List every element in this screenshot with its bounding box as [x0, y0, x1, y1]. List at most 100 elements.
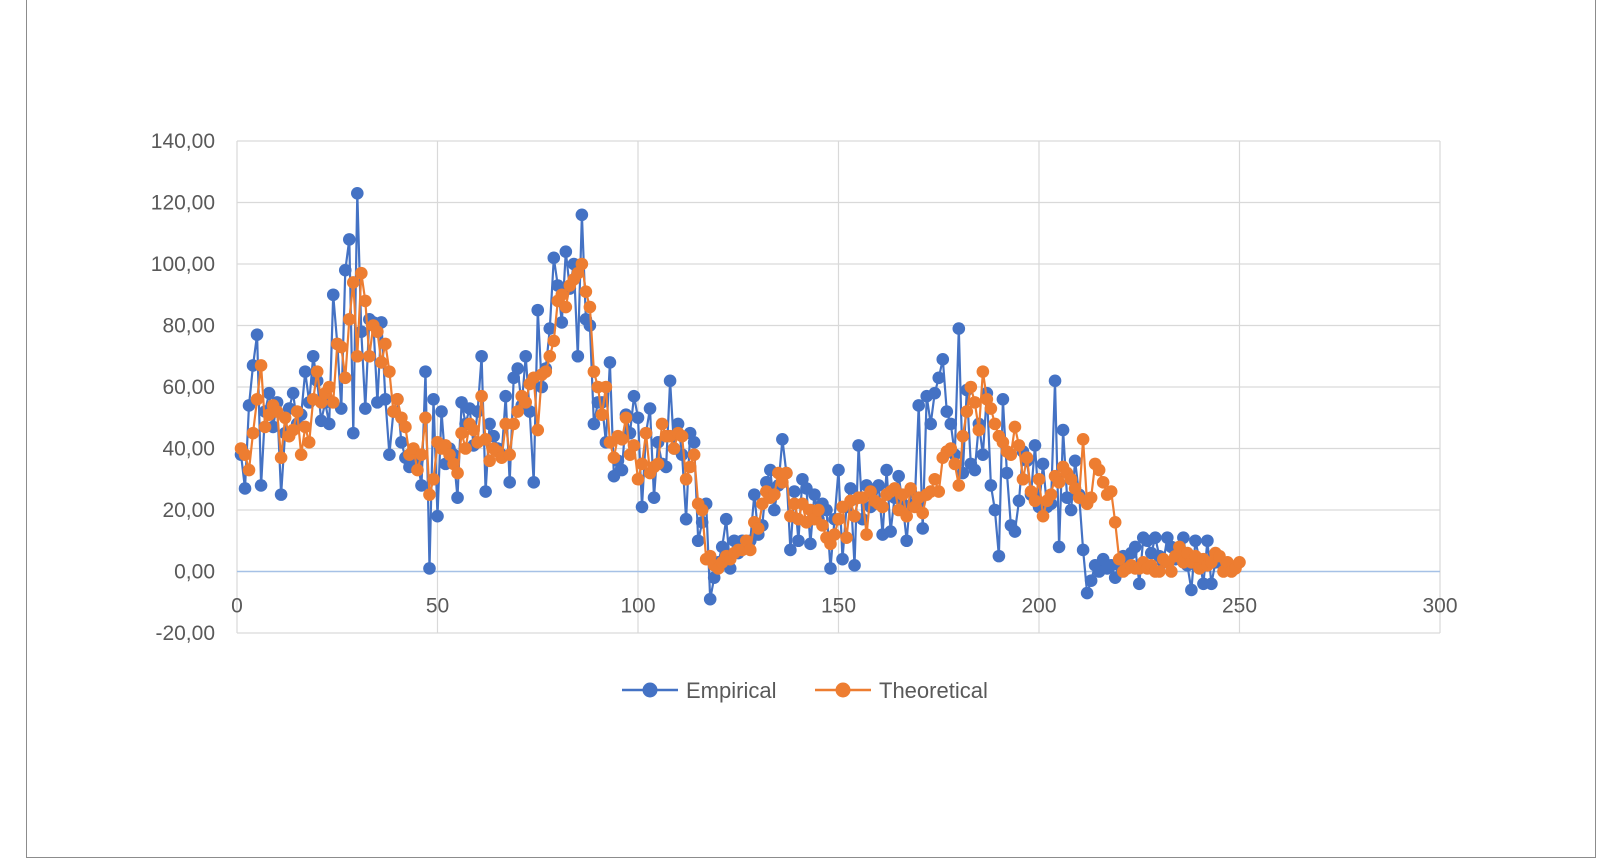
- point-theoretical: [599, 380, 613, 394]
- point-empirical: [423, 562, 436, 575]
- point-theoretical: [1153, 565, 1166, 578]
- point-theoretical: [359, 294, 372, 308]
- point-empirical: [1076, 543, 1090, 557]
- point-empirical: [346, 426, 360, 440]
- point-empirical: [988, 503, 1002, 517]
- point-theoretical: [543, 349, 557, 363]
- point-theoretical: [928, 472, 942, 486]
- point-theoretical: [860, 528, 873, 541]
- y-tick-label: 0,00: [174, 561, 215, 584]
- point-empirical: [944, 417, 958, 431]
- legend: Empirical Theoretical: [622, 678, 988, 703]
- point-empirical: [338, 263, 352, 277]
- point-theoretical: [687, 448, 701, 461]
- point-empirical: [952, 322, 966, 335]
- point-empirical: [262, 386, 276, 400]
- point-empirical: [483, 417, 496, 431]
- point-theoretical: [812, 503, 825, 517]
- point-empirical: [587, 417, 601, 431]
- point-theoretical: [278, 411, 292, 425]
- point-theoretical: [294, 448, 308, 461]
- point-empirical: [936, 353, 950, 366]
- point-theoretical: [475, 389, 488, 403]
- point-empirical: [884, 525, 897, 538]
- y-tick-label: 40,00: [162, 438, 215, 461]
- point-theoretical: [752, 522, 765, 535]
- point-theoretical: [334, 340, 348, 354]
- point-empirical: [1068, 454, 1082, 468]
- x-tick-label: 50: [426, 595, 449, 618]
- point-theoretical: [286, 423, 300, 437]
- point-theoretical: [455, 426, 468, 440]
- point-theoretical: [519, 396, 533, 409]
- point-theoretical: [547, 334, 561, 348]
- point-empirical: [531, 303, 545, 317]
- point-empirical: [250, 328, 264, 342]
- point-empirical: [776, 432, 789, 446]
- point-theoretical: [238, 448, 252, 461]
- point-empirical: [691, 534, 705, 548]
- point-theoretical: [900, 509, 913, 523]
- point-theoretical: [391, 393, 404, 406]
- point-empirical: [1132, 577, 1146, 591]
- point-empirical: [543, 322, 557, 335]
- point-empirical: [916, 522, 930, 535]
- point-theoretical: [780, 466, 793, 480]
- x-tick-label: 300: [1422, 595, 1457, 618]
- legend-marker: [835, 682, 851, 698]
- point-empirical: [419, 365, 432, 378]
- point-theoretical: [607, 451, 621, 465]
- point-empirical: [892, 469, 905, 483]
- point-theoretical: [627, 439, 641, 452]
- series-layer: [234, 186, 1246, 606]
- point-theoretical: [511, 405, 524, 418]
- point-empirical: [880, 463, 893, 477]
- point-theoretical: [651, 457, 665, 471]
- point-theoretical: [375, 356, 388, 369]
- y-tick-label: 100,00: [151, 253, 215, 276]
- point-theoretical: [1032, 472, 1046, 486]
- point-empirical: [547, 251, 561, 265]
- point-empirical: [848, 559, 861, 572]
- point-empirical: [852, 439, 865, 452]
- point-theoretical: [635, 457, 649, 471]
- point-theoretical: [904, 482, 917, 495]
- x-tick-label: 250: [1222, 595, 1257, 618]
- point-empirical: [395, 436, 408, 449]
- tick-layer: -20,00 0,00 20,00 40,00 60,00 80,00 100,00 120,…: [151, 130, 1458, 645]
- point-theoretical: [326, 396, 340, 409]
- point-empirical: [631, 411, 645, 425]
- point-empirical: [322, 417, 336, 431]
- point-empirical: [499, 389, 512, 403]
- point-theoretical: [976, 365, 990, 378]
- point-empirical: [435, 405, 448, 418]
- point-theoretical: [876, 500, 889, 514]
- point-empirical: [451, 491, 464, 505]
- legend-marker: [642, 682, 658, 698]
- point-theoretical: [916, 506, 930, 520]
- point-theoretical: [503, 448, 516, 461]
- point-empirical: [511, 362, 524, 375]
- point-theoretical: [1108, 516, 1122, 529]
- point-theoretical: [355, 266, 368, 280]
- point-empirical: [1012, 494, 1026, 508]
- point-empirical: [379, 393, 392, 406]
- point-theoretical: [539, 365, 553, 378]
- point-theoretical: [242, 463, 256, 477]
- point-empirical: [1008, 525, 1022, 538]
- point-empirical: [836, 552, 849, 566]
- point-empirical: [1028, 439, 1042, 452]
- point-theoretical: [559, 300, 573, 314]
- point-theoretical: [988, 417, 1002, 431]
- point-empirical: [503, 476, 516, 489]
- point-empirical: [274, 488, 288, 501]
- y-tick-label: 20,00: [162, 499, 215, 522]
- point-empirical: [792, 534, 805, 548]
- point-theoretical: [768, 488, 781, 501]
- point-theoretical: [840, 531, 853, 544]
- point-theoretical: [411, 463, 424, 477]
- point-empirical: [431, 509, 444, 523]
- point-theoretical: [338, 371, 352, 385]
- point-theoretical: [555, 288, 569, 302]
- point-theoretical: [419, 411, 432, 425]
